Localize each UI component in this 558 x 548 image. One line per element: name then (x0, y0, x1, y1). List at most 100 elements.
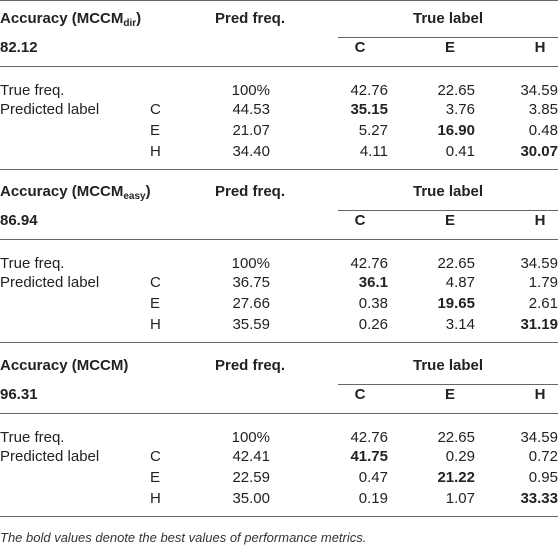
row-class: E (150, 122, 161, 139)
block-title: Accuracy (MCCM) (0, 357, 128, 375)
cell-value: 1.79 (528, 274, 558, 291)
pred-freq: 22.59 (232, 469, 270, 486)
class-header: C (354, 39, 366, 56)
column-header: True label (412, 183, 484, 200)
cell-value: 0.41 (445, 143, 475, 160)
cell-value: 4.11 (359, 143, 388, 160)
row-class: C (150, 448, 161, 465)
cell-value: 4.87 (445, 274, 475, 291)
row-class: C (150, 274, 161, 291)
cell-value: 22.65 (437, 82, 475, 99)
rule (0, 169, 558, 170)
cell-value: 33.33 (520, 490, 558, 507)
class-header: E (444, 386, 456, 403)
column-header: Pred freq. (214, 183, 286, 200)
rule (0, 66, 558, 67)
cell-value: 0.29 (445, 448, 475, 465)
cell-value: 34.59 (520, 429, 558, 446)
column-header: True label (412, 357, 484, 374)
cell-value: 42.76 (350, 255, 388, 272)
rule (338, 384, 558, 385)
pred-freq: 35.00 (232, 490, 270, 507)
row-label: Predicted label (0, 101, 100, 118)
title-part: Accuracy (MCCM) (0, 357, 129, 374)
pred-freq: 36.75 (232, 274, 270, 291)
title-part: dir (123, 18, 137, 29)
pred-freq: 27.66 (232, 295, 270, 312)
pred-freq: 44.53 (232, 101, 270, 118)
row-label: True freq. (0, 82, 65, 99)
cell-value: 42.76 (350, 429, 388, 446)
cell-value: 22.65 (437, 429, 475, 446)
rule (338, 37, 558, 38)
row-class: H (150, 490, 161, 507)
pred-freq: 100% (231, 255, 270, 272)
cell-value: 42.76 (350, 82, 388, 99)
column-header: Pred freq. (214, 10, 286, 27)
row-label: True freq. (0, 429, 65, 446)
class-header: H (534, 212, 546, 229)
cell-value: 0.38 (358, 295, 388, 312)
cell-value: 3.76 (445, 101, 475, 118)
title-part: ) (145, 183, 151, 200)
column-header: True label (412, 10, 484, 27)
cell-value: 34.59 (520, 255, 558, 272)
accuracy-value: 82.12 (0, 39, 38, 56)
cell-value: 0.26 (358, 316, 388, 333)
cell-value: 30.07 (520, 143, 558, 160)
class-header: E (444, 212, 456, 229)
class-header: E (444, 39, 456, 56)
rule (0, 342, 558, 343)
cell-value: 31.19 (520, 316, 558, 333)
class-header: H (534, 386, 546, 403)
cell-value: 5.27 (358, 122, 388, 139)
rule (338, 210, 558, 211)
accuracy-value: 86.94 (0, 212, 38, 229)
cell-value: 0.19 (358, 490, 388, 507)
pred-freq: 100% (231, 429, 270, 446)
cell-value: 22.65 (437, 255, 475, 272)
class-header: C (354, 386, 366, 403)
class-header: C (354, 212, 366, 229)
row-class: C (150, 101, 161, 118)
cell-value: 1.07 (445, 490, 475, 507)
cell-value: 3.14 (445, 316, 475, 333)
cell-value: 21.22 (437, 469, 475, 486)
row-label: Predicted label (0, 274, 100, 291)
cell-value: 36.1 (358, 274, 388, 291)
pred-freq: 100% (231, 82, 270, 99)
accuracy-value: 96.31 (0, 386, 38, 403)
cell-value: 2.61 (528, 295, 558, 312)
row-label: Predicted label (0, 448, 100, 465)
row-label: True freq. (0, 255, 65, 272)
row-class: E (150, 469, 161, 486)
row-class: E (150, 295, 161, 312)
cell-value: 0.48 (528, 122, 558, 139)
rule (0, 413, 558, 414)
cell-value: 0.72 (528, 448, 558, 465)
pred-freq: 34.40 (232, 143, 270, 160)
rule (0, 0, 558, 1)
cell-value: 35.15 (350, 101, 388, 118)
title-part: Accuracy (MCCM (0, 183, 124, 200)
block-title: Accuracy (MCCMeasy) (0, 183, 151, 202)
cell-value: 34.59 (520, 82, 558, 99)
pred-freq: 42.41 (232, 448, 270, 465)
row-class: H (150, 143, 161, 160)
cell-value: 0.47 (358, 469, 388, 486)
column-header: Pred freq. (214, 357, 286, 374)
title-part: Accuracy (MCCM (0, 10, 124, 27)
cell-value: 41.75 (350, 448, 388, 465)
class-header: H (534, 39, 546, 56)
cell-value: 0.95 (528, 469, 558, 486)
block-title: Accuracy (MCCMdir) (0, 10, 142, 29)
cell-value: 3.85 (528, 101, 558, 118)
rule (0, 516, 558, 517)
row-class: H (150, 316, 161, 333)
rule (0, 239, 558, 240)
pred-freq: 21.07 (232, 122, 270, 139)
title-part: ) (136, 10, 142, 27)
pred-freq: 35.59 (232, 316, 270, 333)
cell-value: 16.90 (437, 122, 475, 139)
